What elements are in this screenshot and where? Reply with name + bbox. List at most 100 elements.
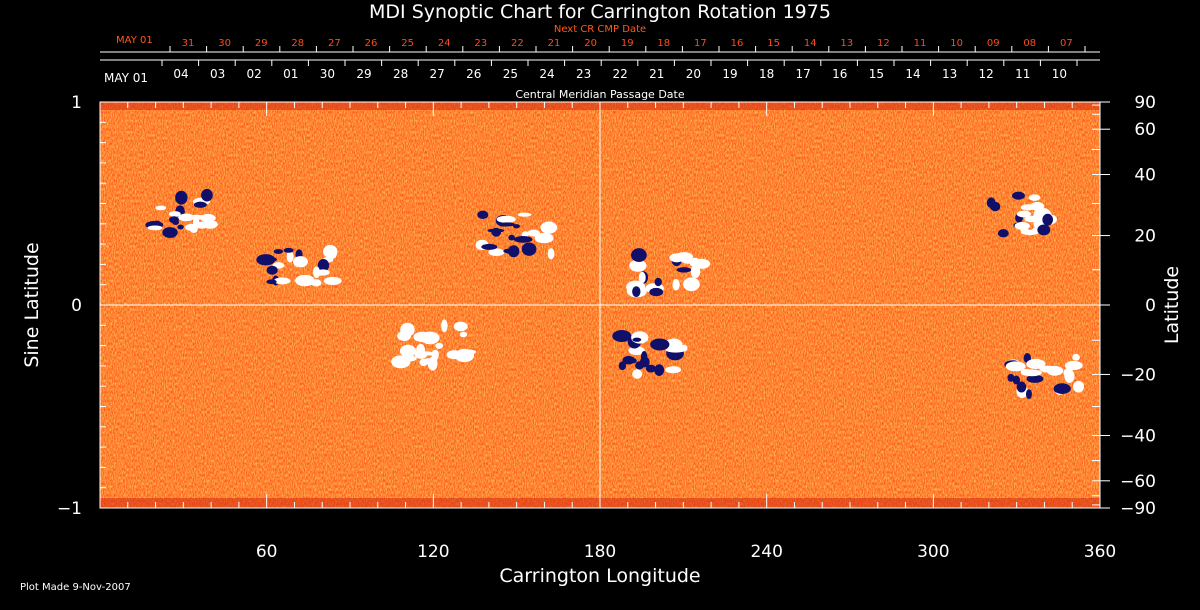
cmp-axis-label: Central Meridian Passage Date bbox=[515, 88, 684, 101]
cmp-date-label: 13 bbox=[942, 67, 957, 81]
next-cr-date-label: 09 bbox=[987, 38, 1000, 49]
positive-flux-patch bbox=[454, 348, 475, 363]
negative-flux-patch bbox=[618, 361, 627, 371]
next-cr-date-label: 23 bbox=[474, 38, 487, 49]
negative-flux-patch bbox=[1016, 381, 1027, 393]
positive-flux-patch bbox=[399, 344, 417, 358]
cmp-date-label: 12 bbox=[979, 67, 994, 81]
y-tick-label-right: −40 bbox=[1120, 426, 1156, 446]
positive-flux-patch bbox=[1046, 365, 1064, 376]
active-region bbox=[612, 330, 688, 379]
negative-flux-patch bbox=[1007, 373, 1015, 382]
plot-made-footnote: Plot Made 9-Nov-2007 bbox=[20, 582, 131, 593]
negative-flux-patch bbox=[503, 248, 519, 254]
cmp-date-label: 25 bbox=[503, 67, 518, 81]
positive-flux-patch bbox=[628, 346, 645, 355]
next-cr-date-label: 25 bbox=[401, 38, 414, 49]
cmp-date-label: 19 bbox=[722, 67, 737, 81]
y-axis-label-left: Sine Latitude bbox=[21, 242, 43, 367]
cmp-date-label: 22 bbox=[613, 67, 628, 81]
positive-flux-patch bbox=[1063, 367, 1074, 379]
cmp-date-label: 23 bbox=[576, 67, 591, 81]
active-region bbox=[1004, 353, 1085, 400]
x-tick-label: 60 bbox=[256, 542, 278, 562]
negative-flux-patch bbox=[654, 364, 665, 376]
positive-flux-patch bbox=[488, 248, 505, 256]
y-tick-label-right: −20 bbox=[1120, 365, 1156, 385]
positive-flux-patch bbox=[665, 347, 686, 353]
next-cr-date-label: 30 bbox=[218, 38, 231, 49]
y-tick-label-right: −60 bbox=[1120, 472, 1156, 492]
negative-flux-patch bbox=[283, 247, 294, 253]
magnetogram-plot-area bbox=[100, 102, 1100, 508]
positive-flux-patch bbox=[540, 221, 558, 234]
positive-flux-patch bbox=[1020, 225, 1029, 233]
negative-flux-patch bbox=[273, 249, 284, 254]
negative-flux-patch bbox=[989, 201, 1001, 212]
positive-flux-patch bbox=[391, 355, 411, 369]
next-cr-date-label: 20 bbox=[584, 38, 597, 49]
cmp-date-label: 29 bbox=[356, 67, 371, 81]
y-tick-label-right: 20 bbox=[1134, 227, 1156, 247]
next-cr-date-label: 11 bbox=[914, 38, 927, 49]
positive-flux-patch bbox=[683, 277, 700, 292]
positive-flux-patch bbox=[527, 229, 541, 237]
negative-flux-patch bbox=[631, 248, 647, 262]
next-cr-label: Next CR CMP Date bbox=[554, 24, 646, 35]
positive-flux-patch bbox=[273, 277, 291, 285]
positive-flux-patch bbox=[689, 259, 707, 267]
x-tick-label: 360 bbox=[1084, 542, 1116, 562]
positive-flux-patch bbox=[631, 331, 649, 344]
positive-flux-patch bbox=[496, 215, 516, 223]
negative-flux-patch bbox=[1042, 213, 1053, 226]
y-tick-label-right: 40 bbox=[1134, 166, 1156, 186]
active-region bbox=[391, 319, 477, 371]
negative-flux-patch bbox=[645, 364, 657, 373]
negative-flux-patch bbox=[649, 287, 664, 297]
positive-flux-patch bbox=[672, 279, 680, 291]
cmp-date-label: 18 bbox=[759, 67, 774, 81]
negative-flux-patch bbox=[676, 267, 692, 273]
positive-flux-patch bbox=[295, 274, 315, 287]
negative-flux-patch bbox=[162, 227, 178, 238]
next-cr-date-label: 15 bbox=[767, 38, 780, 49]
negative-flux-patch bbox=[640, 351, 648, 364]
positive-flux-patch bbox=[416, 343, 426, 356]
next-cr-date-label: 12 bbox=[877, 38, 890, 49]
next-cr-date-label: 14 bbox=[804, 38, 817, 49]
y-tick-label-left: 0 bbox=[71, 296, 82, 316]
cmp-date-label: 24 bbox=[539, 67, 554, 81]
negative-flux-patch bbox=[193, 201, 207, 208]
positive-flux-patch bbox=[397, 330, 411, 342]
positive-flux-patch bbox=[1016, 210, 1032, 218]
negative-flux-patch bbox=[477, 210, 489, 219]
negative-flux-patch bbox=[997, 229, 1009, 238]
negative-flux-patch bbox=[521, 242, 537, 256]
positive-flux-patch bbox=[435, 342, 444, 349]
y-axis-label-right: Latitude bbox=[1161, 266, 1183, 344]
cmp-date-label: 10 bbox=[1052, 67, 1067, 81]
active-region bbox=[475, 210, 558, 260]
next-cr-date-label: 08 bbox=[1023, 38, 1036, 49]
positive-flux-patch bbox=[1024, 215, 1043, 223]
cmp-date-label: 20 bbox=[686, 67, 701, 81]
cmp-date-label: 30 bbox=[320, 67, 335, 81]
next-cr-date-label: 26 bbox=[365, 38, 378, 49]
cmp-date-label: 26 bbox=[466, 67, 481, 81]
negative-flux-patch bbox=[1037, 224, 1051, 236]
next-cr-date-label: 13 bbox=[840, 38, 853, 49]
positive-flux-patch bbox=[178, 213, 195, 222]
positive-flux-patch bbox=[632, 369, 643, 379]
positive-flux-patch bbox=[638, 271, 646, 284]
next-cr-date-label: 29 bbox=[255, 38, 268, 49]
active-region bbox=[145, 188, 218, 238]
negative-flux-patch bbox=[508, 234, 515, 241]
negative-flux-patch bbox=[175, 190, 188, 205]
next-cr-date-label: 31 bbox=[182, 38, 195, 49]
cmp-date-label: 21 bbox=[649, 67, 664, 81]
cmp-date-label: 04 bbox=[173, 67, 188, 81]
next-cr-date-label: 18 bbox=[657, 38, 670, 49]
positive-flux-patch bbox=[1005, 361, 1026, 372]
next-cr-date-label: 22 bbox=[511, 38, 524, 49]
negative-flux-patch bbox=[1012, 375, 1021, 385]
